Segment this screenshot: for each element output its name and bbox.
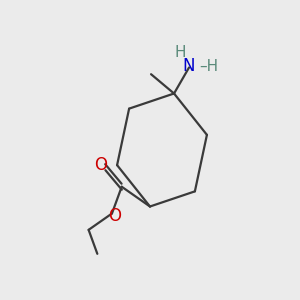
Text: –H: –H [199, 58, 218, 74]
Text: N: N [183, 57, 195, 75]
Text: H: H [174, 45, 186, 60]
Text: O: O [94, 156, 107, 174]
Text: O: O [108, 207, 121, 225]
